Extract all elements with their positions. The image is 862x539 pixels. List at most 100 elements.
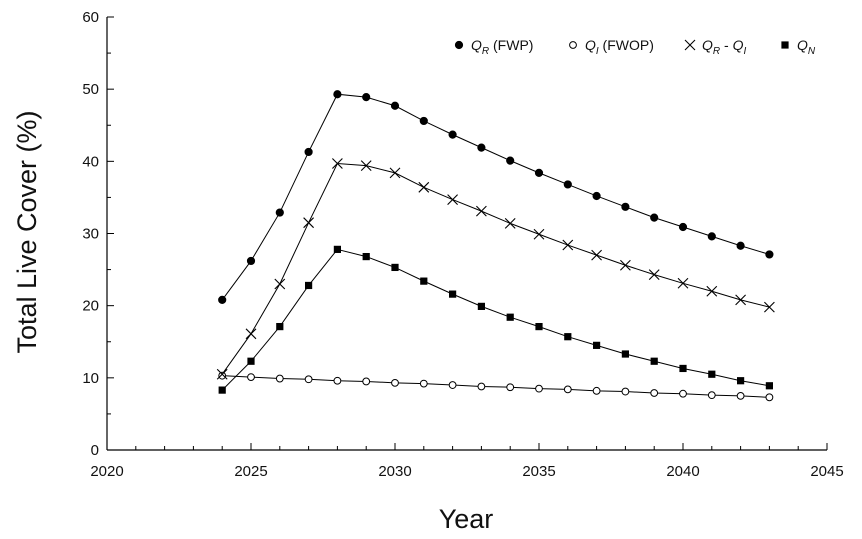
data-point (507, 384, 514, 391)
data-point (764, 302, 774, 312)
data-point (505, 218, 515, 228)
data-point (622, 350, 629, 357)
x-axis-title: Year (439, 504, 494, 534)
data-point (420, 278, 427, 285)
y-tick-label: 10 (82, 370, 99, 387)
data-point (219, 296, 226, 303)
series-line (222, 249, 769, 390)
legend-item-1: QI (FWOP) (570, 37, 654, 57)
data-point (592, 250, 602, 260)
data-point (276, 209, 283, 216)
data-point (535, 169, 542, 176)
data-point (363, 378, 370, 385)
data-point (247, 257, 254, 264)
legend-item-3: QN (781, 37, 815, 57)
data-point (476, 206, 486, 216)
data-point (707, 286, 717, 296)
data-point (478, 144, 485, 151)
legend-marker (685, 40, 695, 50)
data-point (363, 94, 370, 101)
data-point (276, 323, 283, 330)
series-3 (219, 246, 773, 394)
data-point (363, 253, 370, 260)
legend-label: QR - QI (702, 37, 746, 57)
data-point (563, 240, 573, 250)
legend-item-0: QR (FWP) (455, 37, 533, 57)
data-point (507, 314, 514, 321)
data-point (766, 251, 773, 258)
data-point (620, 260, 630, 270)
data-point (419, 182, 429, 192)
series-layer (217, 91, 774, 401)
data-point (736, 295, 746, 305)
data-point (651, 358, 658, 365)
x-tick-label: 2025 (234, 463, 267, 480)
data-point (564, 386, 571, 393)
data-point (708, 392, 715, 399)
data-point (679, 365, 686, 372)
data-point (247, 358, 254, 365)
data-point (276, 375, 283, 382)
series-line (222, 376, 769, 398)
data-point (535, 323, 542, 330)
data-point (219, 387, 226, 394)
data-point (334, 91, 341, 98)
data-point (651, 214, 658, 221)
data-point (593, 342, 600, 349)
data-point (305, 376, 312, 383)
data-point (478, 303, 485, 310)
data-point (737, 392, 744, 399)
data-point (708, 233, 715, 240)
data-point (622, 203, 629, 210)
data-point (420, 117, 427, 124)
data-point (420, 380, 427, 387)
series-line (222, 163, 769, 374)
data-point (766, 382, 773, 389)
y-tick-label: 60 (82, 9, 99, 26)
data-point (304, 218, 314, 228)
data-point (305, 282, 312, 289)
data-point (564, 181, 571, 188)
data-point (679, 223, 686, 230)
legend: QR (FWP) QI (FWOP) QR - QI QN (455, 37, 815, 57)
data-point (246, 329, 256, 339)
data-point (593, 387, 600, 394)
data-point (678, 278, 688, 288)
data-point (737, 242, 744, 249)
data-point (766, 394, 773, 401)
data-point (219, 372, 226, 379)
data-point (680, 390, 687, 397)
data-point (305, 148, 312, 155)
data-point (564, 333, 571, 340)
legend-item-2: QR - QI (685, 37, 746, 57)
data-point (593, 192, 600, 199)
legend-marker (455, 41, 462, 48)
data-point (248, 374, 255, 381)
data-point (390, 168, 400, 178)
legend-label: QN (797, 37, 816, 57)
legend-marker (781, 41, 788, 48)
data-point (507, 157, 514, 164)
y-tick-label: 0 (91, 442, 99, 459)
data-point (534, 229, 544, 239)
data-point (392, 379, 399, 386)
data-point (448, 195, 458, 205)
x-tick-label: 2035 (522, 463, 555, 480)
legend-marker (570, 42, 577, 49)
data-point (449, 291, 456, 298)
data-point (275, 279, 285, 289)
series-2 (217, 158, 774, 379)
data-point (449, 131, 456, 138)
x-tick-label: 2040 (666, 463, 699, 480)
data-point (391, 264, 398, 271)
data-point (334, 377, 341, 384)
data-point (737, 377, 744, 384)
data-point (449, 382, 456, 389)
series-1 (219, 372, 773, 400)
data-point (391, 102, 398, 109)
legend-label: QR (FWP) (471, 37, 533, 57)
series-line (222, 94, 769, 300)
data-point (708, 371, 715, 378)
